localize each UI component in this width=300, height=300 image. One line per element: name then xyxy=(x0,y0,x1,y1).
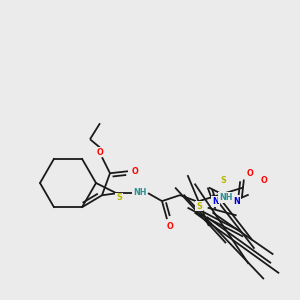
Text: S: S xyxy=(220,176,226,184)
Text: N: N xyxy=(233,197,240,206)
Text: S: S xyxy=(116,194,122,202)
Text: N: N xyxy=(212,197,219,206)
Text: NH: NH xyxy=(219,193,232,202)
Text: O: O xyxy=(132,167,138,176)
Text: O: O xyxy=(247,169,253,178)
Text: O: O xyxy=(97,148,104,157)
Text: S: S xyxy=(196,202,202,211)
Text: O: O xyxy=(260,176,267,185)
Text: NH: NH xyxy=(133,188,147,196)
Text: O: O xyxy=(167,222,173,231)
